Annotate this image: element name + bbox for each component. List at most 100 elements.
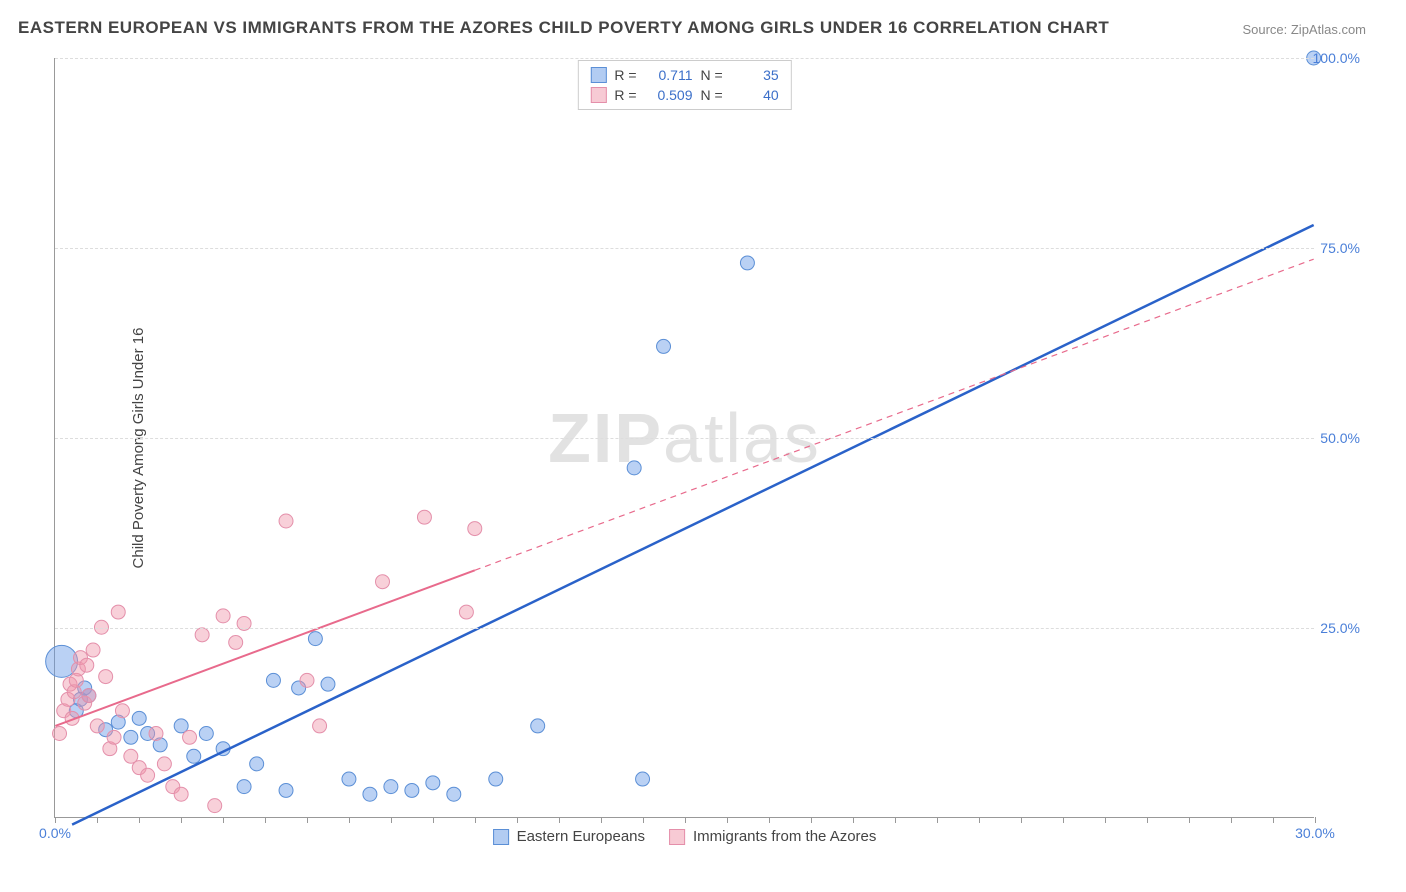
data-point (174, 787, 188, 801)
swatch-pink-icon (590, 87, 606, 103)
stat-n-val-1: 35 (731, 67, 779, 83)
x-tick (769, 817, 770, 823)
data-point (363, 787, 377, 801)
stat-n-label-1: N = (701, 67, 723, 83)
x-tick (181, 817, 182, 823)
data-point (426, 776, 440, 790)
legend-item-2: Immigrants from the Azores (669, 828, 876, 845)
x-tick (1273, 817, 1274, 823)
bottom-legend: Eastern Europeans Immigrants from the Az… (493, 828, 877, 845)
x-tick (727, 817, 728, 823)
data-point (342, 772, 356, 786)
data-point (279, 783, 293, 797)
data-point (199, 727, 213, 741)
y-tick-label: 75.0% (1320, 240, 1360, 256)
x-tick (979, 817, 980, 823)
source-label: Source: ZipAtlas.com (1242, 22, 1366, 37)
x-tick (223, 817, 224, 823)
trend-line (72, 225, 1314, 825)
data-point (141, 768, 155, 782)
x-tick (517, 817, 518, 823)
x-tick (97, 817, 98, 823)
data-point (468, 522, 482, 536)
data-point (53, 727, 67, 741)
x-tick (391, 817, 392, 823)
x-tick (643, 817, 644, 823)
data-point (489, 772, 503, 786)
x-tick (601, 817, 602, 823)
data-point (657, 339, 671, 353)
data-point (250, 757, 264, 771)
data-point (313, 719, 327, 733)
data-point (115, 704, 129, 718)
trend-line-dashed (475, 259, 1314, 570)
data-point (237, 780, 251, 794)
x-tick (1021, 817, 1022, 823)
data-point (636, 772, 650, 786)
data-point (149, 727, 163, 741)
stats-row-1: R = 0.711 N = 35 (590, 65, 778, 85)
grid-line (55, 628, 1314, 629)
data-point (157, 757, 171, 771)
data-point (229, 635, 243, 649)
legend-item-1: Eastern Europeans (493, 828, 645, 845)
data-point (447, 787, 461, 801)
data-point (376, 575, 390, 589)
x-tick (811, 817, 812, 823)
data-point (279, 514, 293, 528)
data-point (384, 780, 398, 794)
x-tick (1105, 817, 1106, 823)
grid-line (55, 248, 1314, 249)
x-tick (1189, 817, 1190, 823)
x-tick (1063, 817, 1064, 823)
x-tick (853, 817, 854, 823)
x-tick (559, 817, 560, 823)
x-tick (55, 817, 56, 823)
x-tick (937, 817, 938, 823)
data-point (405, 783, 419, 797)
y-tick-label: 50.0% (1320, 430, 1360, 446)
x-tick (685, 817, 686, 823)
data-point (459, 605, 473, 619)
data-point (124, 730, 138, 744)
data-point (531, 719, 545, 733)
y-tick-label: 100.0% (1313, 50, 1360, 66)
x-tick (1231, 817, 1232, 823)
grid-line (55, 438, 1314, 439)
x-tick (139, 817, 140, 823)
swatch-blue-icon (590, 67, 606, 83)
data-point (195, 628, 209, 642)
data-point (107, 730, 121, 744)
data-point (187, 749, 201, 763)
x-tick (265, 817, 266, 823)
grid-line (55, 58, 1314, 59)
y-tick-label: 25.0% (1320, 620, 1360, 636)
stat-r-val-1: 0.711 (645, 67, 693, 83)
trend-line (55, 570, 474, 726)
stat-n-val-2: 40 (731, 87, 779, 103)
data-point (183, 730, 197, 744)
data-point (321, 677, 335, 691)
x-tick-label: 0.0% (39, 825, 71, 841)
data-point (132, 711, 146, 725)
stat-r-label-2: R = (614, 87, 636, 103)
data-point (111, 605, 125, 619)
data-point (86, 643, 100, 657)
x-tick (895, 817, 896, 823)
data-point (300, 673, 314, 687)
chart-title: EASTERN EUROPEAN VS IMMIGRANTS FROM THE … (18, 18, 1109, 38)
data-point (417, 510, 431, 524)
legend-swatch-blue-icon (493, 829, 509, 845)
data-point (80, 658, 94, 672)
stats-row-2: R = 0.509 N = 40 (590, 85, 778, 105)
x-tick (307, 817, 308, 823)
x-tick (1147, 817, 1148, 823)
data-point (90, 719, 104, 733)
data-point (308, 632, 322, 646)
plot-region: ZIPatlas R = 0.711 N = 35 R = 0.509 N = … (54, 58, 1314, 818)
stat-r-val-2: 0.509 (645, 87, 693, 103)
x-tick (1315, 817, 1316, 823)
data-point (627, 461, 641, 475)
data-point (99, 670, 113, 684)
x-tick (433, 817, 434, 823)
